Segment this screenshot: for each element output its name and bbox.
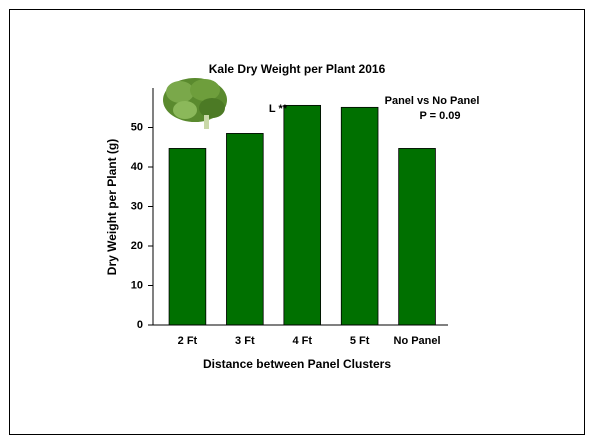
x-axis-label: Distance between Panel Clusters [203,357,391,371]
y-tick-label: 40 [131,161,143,173]
annotation: P = 0.09 [419,110,460,122]
y-tick-label: 20 [131,240,143,252]
chart-title: Kale Dry Weight per Plant 2016 [209,62,386,76]
kale-image [163,78,227,129]
x-tick-label: 3 Ft [235,335,255,347]
x-tick-label: 2 Ft [178,335,198,347]
bar [226,133,264,326]
y-tick-label: 10 [131,279,143,291]
bar [168,148,207,326]
y-axis-label: Dry Weight per Plant (g) [105,139,119,275]
annotation: L ** [269,103,288,115]
annotation: Panel vs No Panel [385,95,480,107]
x-tick-label: 5 Ft [350,335,370,347]
y-tick-label: 0 [137,319,143,331]
x-tick-label: 4 Ft [292,335,312,347]
y-tick-label: 30 [131,200,143,212]
x-tick-label: No Panel [394,335,441,347]
bar [398,148,436,326]
y-tick-label: 50 [131,121,143,133]
bar [283,104,322,326]
bar [340,106,379,326]
